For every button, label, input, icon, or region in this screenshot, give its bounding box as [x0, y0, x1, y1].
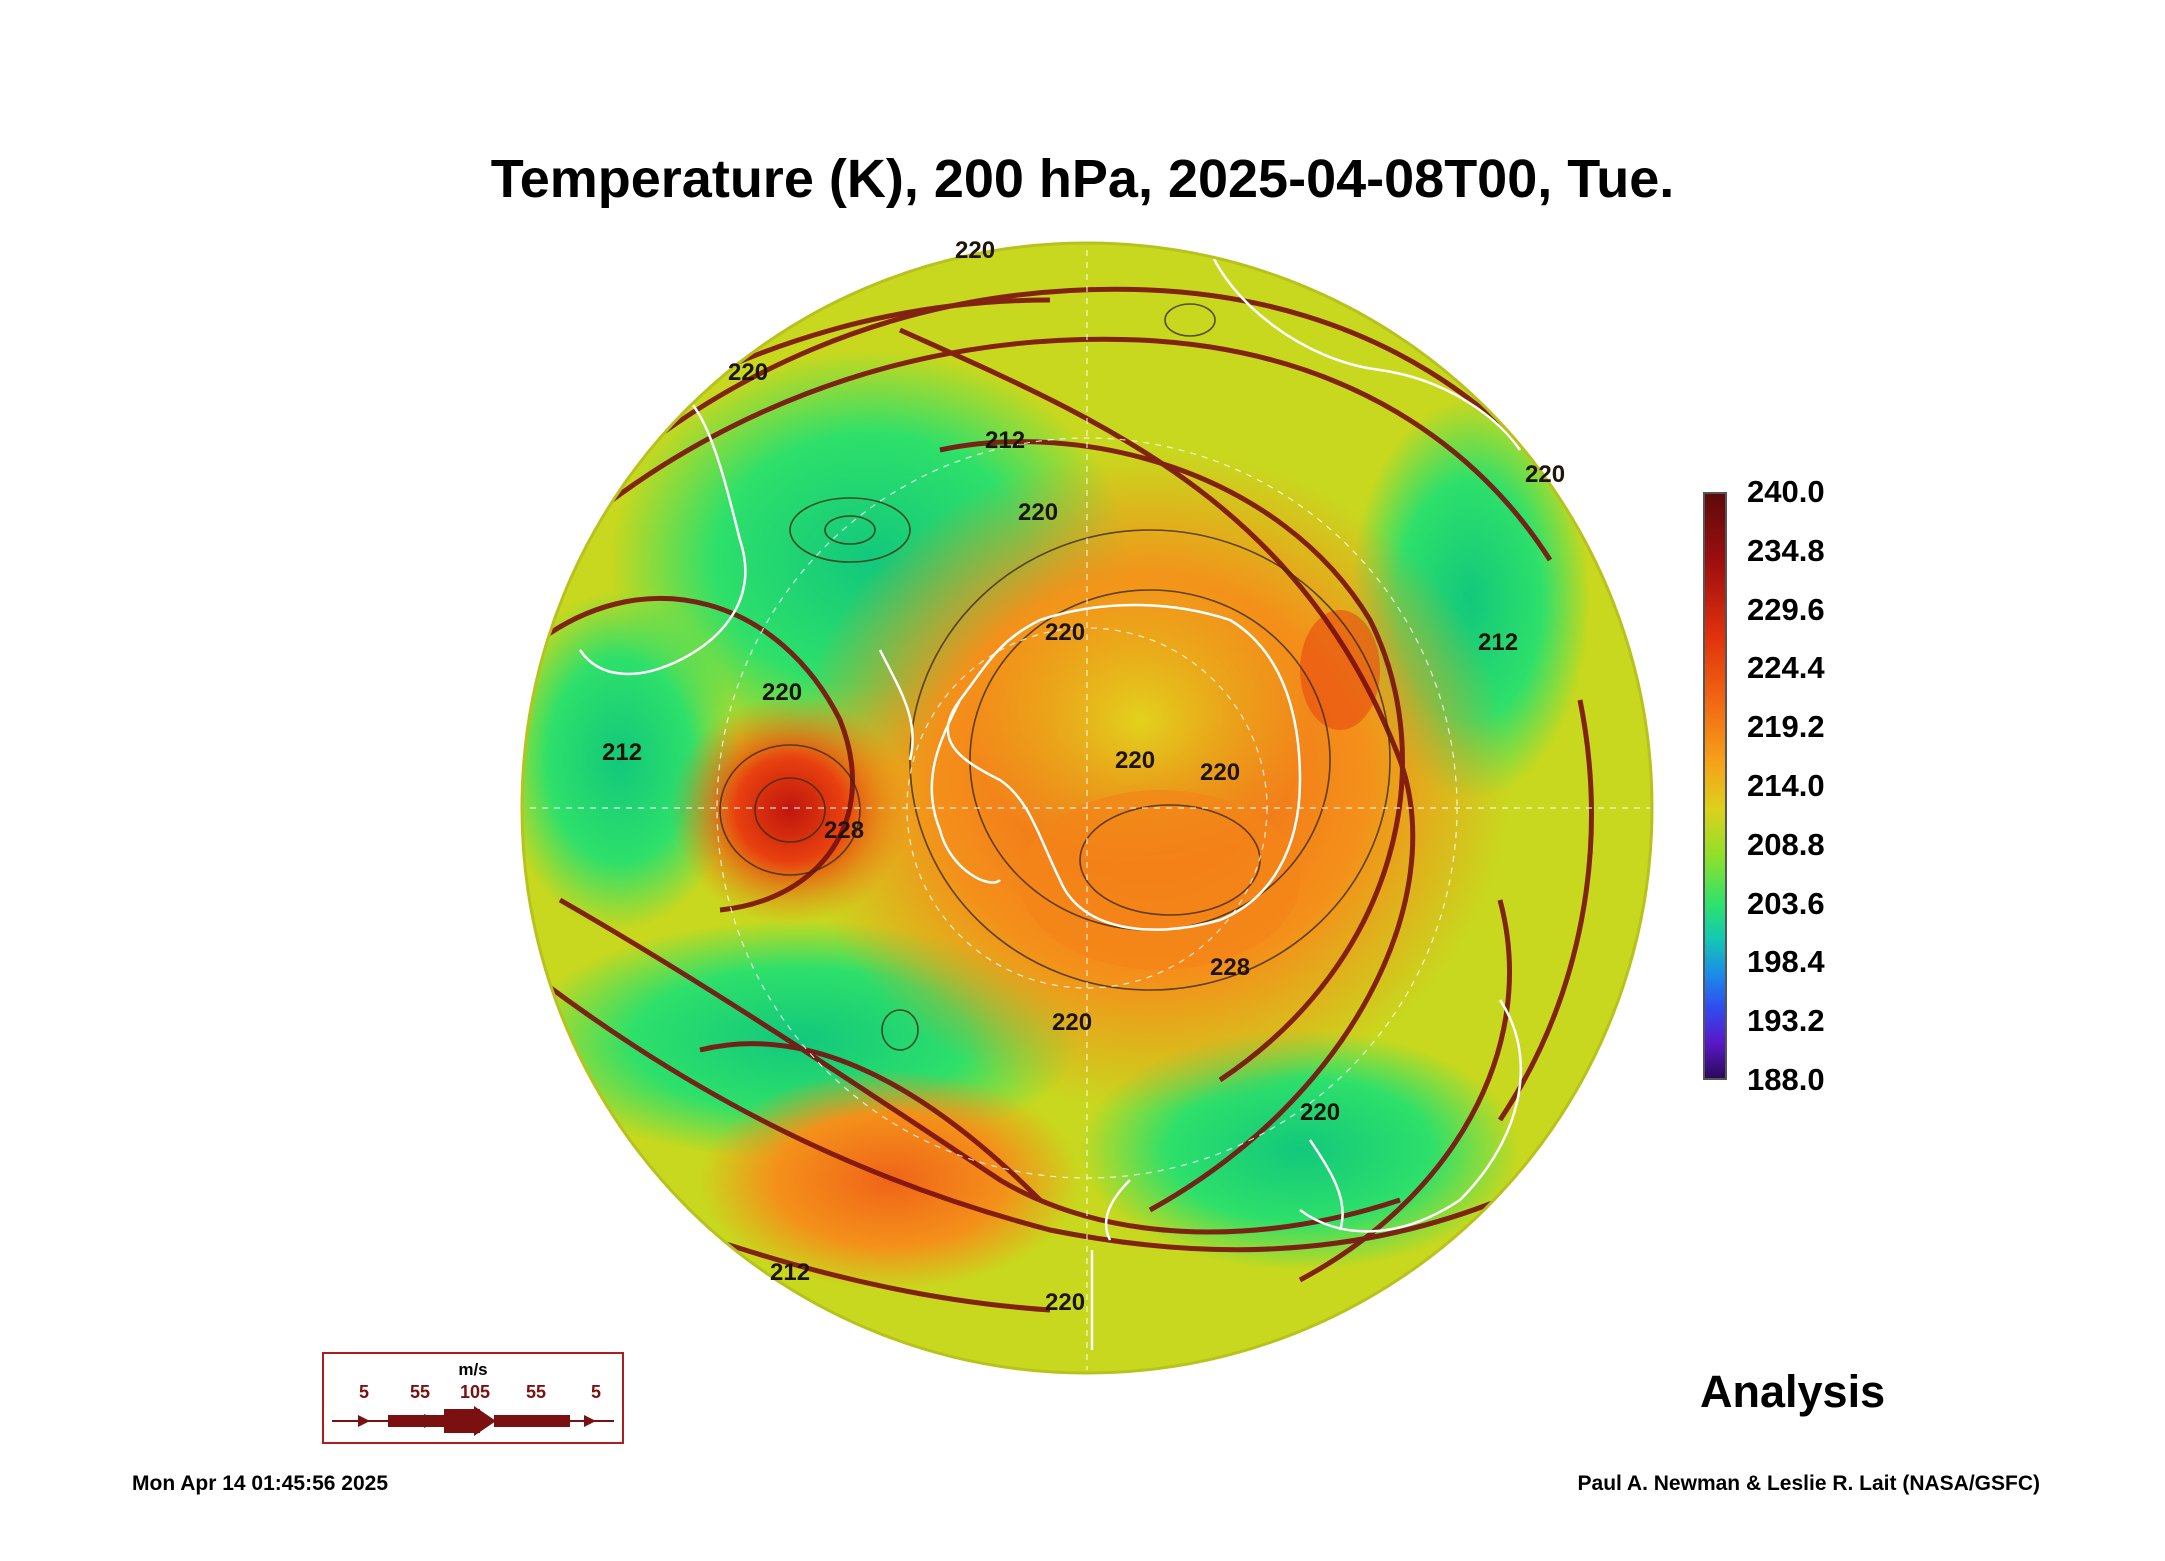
colorbar-label: 208.8 [1747, 827, 1825, 862]
contour-labels: 220 212 220 220 228 220 212 220 220 212 … [602, 237, 1565, 1316]
contour-label: 220 [1200, 759, 1240, 786]
contour-label: 220 [1115, 747, 1155, 774]
contour-label: 228 [1210, 954, 1250, 981]
globe [522, 243, 1652, 1373]
credits: Paul A. Newman & Leslie R. Lait (NASA/GS… [1577, 1472, 2040, 1495]
contour-label: 220 [1045, 1289, 1085, 1316]
analysis-label: Analysis [1700, 1366, 1886, 1417]
latitude-grid [530, 250, 1650, 1370]
contour-label: 220 [955, 237, 995, 264]
contour-label: 220 [1045, 619, 1085, 646]
contour-label: 212 [602, 739, 642, 766]
colorbar-label: 224.4 [1747, 650, 1825, 685]
timestamp: Mon Apr 14 01:45:56 2025 [132, 1472, 389, 1495]
wind-legend-unit: m/s [458, 1360, 488, 1379]
contour-label: 212 [1478, 629, 1518, 656]
colorbar-label: 198.4 [1747, 944, 1825, 979]
contour-label: 220 [762, 679, 802, 706]
colorbar-label: 193.2 [1747, 1003, 1825, 1038]
wind-legend-value: 105 [459, 1382, 491, 1402]
contour-label: 220 [1052, 1009, 1092, 1036]
wind-legend-value: 55 [409, 1382, 431, 1402]
colorbar-label: 219.2 [1747, 709, 1825, 744]
colorbar-label: 229.6 [1747, 592, 1825, 627]
contour-label: 220 [1300, 1099, 1340, 1126]
colorbar-label: 234.8 [1747, 533, 1825, 568]
colorbar-label: 188.0 [1747, 1062, 1825, 1097]
streamlines [538, 286, 1594, 1313]
contour-label: 212 [770, 1259, 810, 1286]
globe-outline [520, 241, 1654, 1375]
isotherm-contours [719, 303, 1391, 1051]
wind-legend-value: 5 [358, 1382, 370, 1402]
map-title: Temperature (K), 200 hPa, 2025-04-08T00,… [490, 149, 1675, 209]
colorbar-label: 240.0 [1747, 474, 1825, 509]
contour-label: 220 [728, 359, 768, 386]
contour-label: 220 [1525, 461, 1565, 488]
contour-label: 220 [1018, 499, 1058, 526]
wind-speed-legend: m/s 5 55 105 55 5 [322, 1352, 624, 1444]
wind-legend-value: 5 [590, 1382, 602, 1402]
coastlines [578, 249, 1522, 1350]
contour-label: 212 [985, 427, 1025, 454]
wind-legend-arrow [332, 1406, 614, 1436]
contour-label: 228 [824, 817, 864, 844]
wind-legend-value: 55 [525, 1382, 547, 1402]
colorbar [1703, 492, 1727, 1080]
colorbar-label: 203.6 [1747, 886, 1825, 921]
colorbar-label: 214.0 [1747, 768, 1825, 803]
